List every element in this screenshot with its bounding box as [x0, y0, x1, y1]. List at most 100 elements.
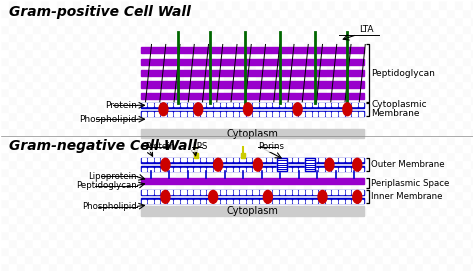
Bar [168, 113, 173, 116]
Bar [184, 81, 192, 88]
Bar [415, 176, 423, 184]
Bar [105, 73, 113, 81]
Bar [176, 104, 184, 112]
Bar [49, 9, 57, 17]
Bar [336, 263, 343, 271]
Bar [208, 33, 216, 41]
Bar [148, 158, 153, 162]
Bar [455, 112, 463, 120]
Bar [128, 215, 137, 223]
Bar [65, 160, 73, 168]
Bar [232, 57, 240, 65]
Bar [200, 33, 208, 41]
Bar [296, 136, 304, 144]
Bar [375, 176, 383, 184]
Bar [343, 207, 351, 215]
Bar [17, 9, 25, 17]
Bar [137, 49, 145, 57]
Ellipse shape [343, 103, 352, 116]
Bar [73, 88, 81, 96]
Bar [176, 199, 184, 207]
Ellipse shape [254, 158, 262, 171]
Bar [161, 168, 168, 176]
Bar [176, 215, 184, 223]
Bar [25, 65, 33, 73]
Bar [463, 255, 471, 263]
Bar [145, 1, 153, 9]
Bar [455, 49, 463, 57]
Bar [431, 160, 439, 168]
Bar [351, 81, 359, 88]
Bar [224, 33, 232, 41]
Bar [415, 144, 423, 152]
Bar [208, 168, 216, 176]
Bar [168, 190, 173, 194]
Bar [113, 128, 121, 136]
Bar [33, 168, 41, 176]
Bar [288, 33, 296, 41]
Bar [105, 239, 113, 247]
Bar [33, 9, 41, 17]
Bar [208, 160, 216, 168]
Bar [65, 65, 73, 73]
Bar [359, 191, 367, 199]
Bar [463, 17, 471, 25]
Text: Porins: Porins [258, 142, 284, 152]
Bar [304, 17, 311, 25]
Bar [351, 199, 359, 207]
Bar [9, 57, 17, 65]
Bar [383, 263, 391, 271]
Bar [391, 223, 399, 231]
Bar [439, 263, 447, 271]
Bar [272, 88, 280, 96]
Bar [184, 184, 192, 191]
Bar [137, 104, 145, 112]
Bar [256, 255, 264, 263]
Bar [49, 168, 57, 176]
Bar [89, 9, 97, 17]
Bar [232, 73, 240, 81]
Bar [208, 247, 216, 255]
Bar [121, 239, 128, 247]
Bar [328, 191, 336, 199]
Bar [339, 103, 344, 106]
Bar [232, 231, 240, 239]
Bar [264, 65, 272, 73]
Bar [121, 152, 128, 160]
Bar [200, 96, 208, 104]
Bar [128, 1, 137, 9]
Bar [311, 191, 319, 199]
Bar [176, 96, 184, 104]
Bar [9, 247, 17, 255]
Bar [25, 112, 33, 120]
Bar [161, 200, 166, 203]
Bar [328, 88, 336, 96]
Bar [391, 96, 399, 104]
Bar [375, 255, 383, 263]
Bar [256, 191, 264, 199]
Bar [431, 223, 439, 231]
Bar [272, 168, 280, 176]
Bar [407, 25, 415, 33]
Bar [168, 152, 176, 160]
Bar [248, 176, 256, 184]
Bar [224, 255, 232, 263]
Bar [153, 255, 161, 263]
Bar [332, 190, 337, 194]
Bar [214, 200, 219, 203]
Bar [57, 152, 65, 160]
Bar [304, 207, 311, 215]
Bar [375, 96, 383, 104]
Bar [471, 247, 474, 255]
Bar [81, 33, 89, 41]
Bar [343, 160, 351, 168]
Bar [447, 223, 455, 231]
Bar [192, 207, 200, 215]
Bar [49, 255, 57, 263]
Bar [272, 152, 280, 160]
Bar [41, 65, 49, 73]
Bar [105, 207, 113, 215]
Bar [89, 184, 97, 191]
Bar [97, 57, 105, 65]
Bar [359, 128, 367, 136]
